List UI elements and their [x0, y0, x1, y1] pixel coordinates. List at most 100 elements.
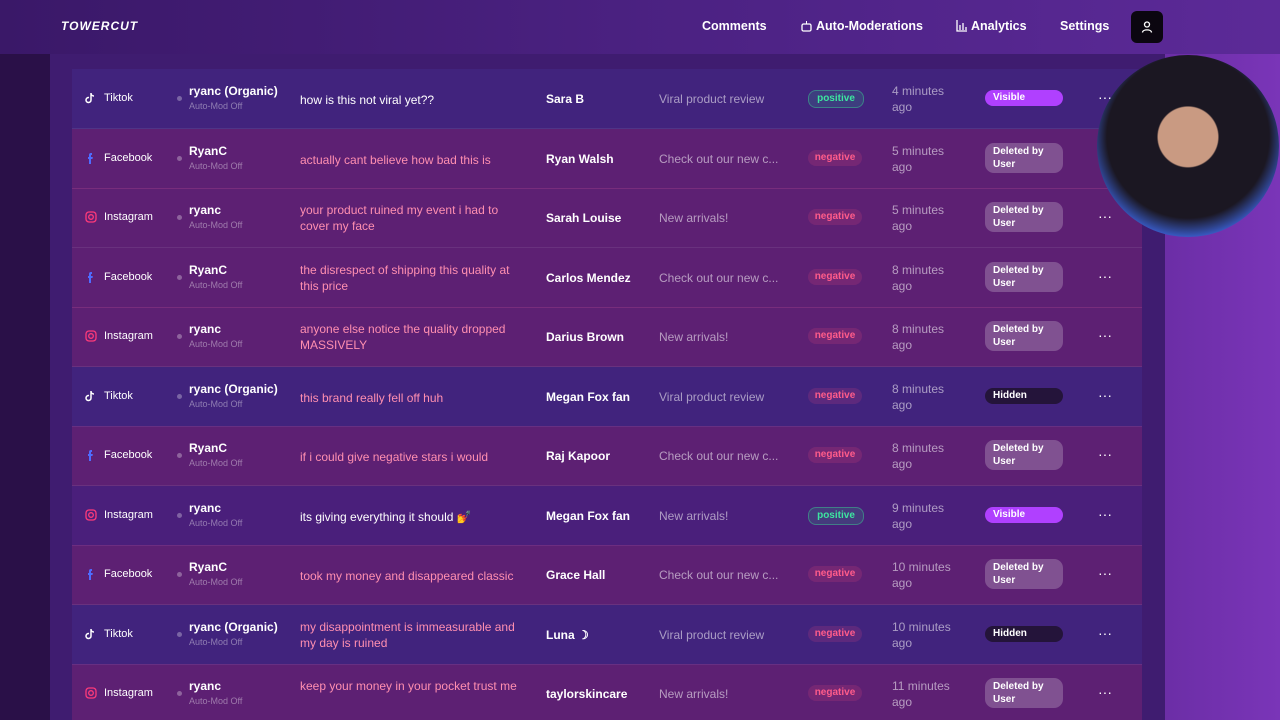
post: New arrivals! — [659, 687, 729, 701]
nav-item[interactable]: Settings — [1060, 19, 1110, 33]
author: Luna ☽ — [546, 627, 589, 642]
comment: keep your money in your pocket trust me — [300, 679, 517, 693]
comment-row[interactable]: Facebook RyanC Auto-Mod Off actually cant b… — [72, 128, 1142, 189]
platform-icon — [88, 271, 93, 283]
more-button[interactable]: ··· — [1098, 267, 1112, 284]
post: New arrivals! — [659, 330, 729, 344]
comment-row[interactable]: Instagram ryanc Auto-Mod Off your product r… — [72, 188, 1142, 248]
panel — [50, 54, 1165, 720]
status-dot — [177, 453, 182, 458]
platform: Instagram — [104, 508, 153, 521]
post: Check out our new c... — [659, 270, 779, 285]
author: Grace Hall — [546, 568, 606, 582]
platform-icon — [85, 687, 97, 699]
post: Viral product review — [659, 92, 765, 106]
automod: Auto-Mod Off — [189, 101, 243, 111]
more-button[interactable]: ··· — [1098, 208, 1112, 224]
comment-row[interactable]: Instagram ryanc Auto-Mod Off anyone else no… — [72, 307, 1142, 367]
comment: this brand really fell off huh — [300, 390, 444, 405]
comment-row[interactable]: Tiktok ryanc (Organic) Auto-Mod Off how is … — [72, 69, 1142, 129]
platform: Facebook — [104, 449, 153, 461]
time: 5 minutes ago — [892, 203, 945, 233]
top-nav: TOWERCUT Comments Auto-Moderations Analy… — [0, 0, 1280, 54]
more-button[interactable]: ··· — [1098, 505, 1112, 522]
webcam-overlay — [1097, 55, 1279, 237]
platform-icon — [88, 569, 93, 580]
status-dot — [177, 334, 182, 339]
more-button[interactable]: ··· — [1098, 386, 1112, 403]
comment-row[interactable]: Instagram ryanc Auto-Mod Off keep your mone… — [72, 664, 1142, 720]
platform: Facebook — [104, 568, 153, 580]
author: Megan Fox fan — [546, 389, 631, 404]
sentiment-pill: negative — [808, 447, 862, 463]
nav-item[interactable]: Auto-Moderations — [816, 19, 923, 33]
time: 9 minutes ago — [892, 500, 945, 531]
comment-row[interactable]: Tiktok ryanc (Organic) Auto-Mod Off my disa… — [72, 604, 1142, 665]
sentiment-pill: negative — [808, 625, 862, 642]
time: 8 minutes ago — [892, 322, 945, 352]
comment: actually cant believe how bad this is — [300, 152, 491, 167]
comment-row[interactable]: Facebook RyanC Auto-Mod Off took my money a… — [72, 545, 1142, 605]
account: RyanC — [189, 560, 228, 574]
author: Darius Brown — [546, 330, 625, 344]
status-dot — [177, 631, 182, 637]
status-dot — [177, 215, 182, 220]
account: ryanc — [189, 679, 222, 693]
account: RyanC — [189, 441, 228, 455]
platform: Tiktok — [104, 389, 133, 402]
automod: Auto-Mod Off — [189, 279, 243, 290]
logo[interactable]: TOWERCUT — [61, 19, 139, 33]
robot-icon — [801, 21, 812, 32]
automod: Auto-Mod Off — [189, 636, 243, 647]
more-button[interactable]: ··· — [1098, 624, 1112, 641]
platform: Instagram — [104, 687, 153, 699]
post: Check out our new c... — [659, 151, 779, 166]
comment-row[interactable]: Facebook RyanC Auto-Mod Off if i could give… — [72, 426, 1142, 486]
time: 8 minutes ago — [892, 262, 945, 293]
platform: Tiktok — [104, 92, 133, 104]
account: RyanC — [189, 262, 228, 277]
more-button[interactable]: ··· — [1098, 565, 1112, 581]
time: 8 minutes ago — [892, 381, 945, 412]
more-button[interactable]: ··· — [1098, 327, 1112, 343]
status-dot — [177, 512, 182, 518]
nav-item[interactable]: Analytics — [971, 19, 1027, 33]
user-button[interactable] — [1131, 11, 1163, 43]
author: Sara B — [546, 92, 585, 106]
sidebar — [0, 54, 50, 720]
account: ryanc — [189, 203, 222, 217]
author: Raj Kapoor — [546, 449, 611, 463]
author: Ryan Walsh — [546, 151, 614, 166]
time: 8 minutes ago — [892, 441, 945, 471]
account: ryanc — [189, 500, 222, 515]
comment: your product ruined my event i had to co… — [300, 203, 499, 233]
status-pill: Deleted by User — [985, 202, 1063, 232]
comment: my disappointment is immeasurable and my… — [300, 619, 515, 650]
post: New arrivals! — [659, 211, 729, 225]
post: Viral product review — [659, 627, 765, 642]
platform-icon — [88, 450, 93, 461]
account: ryanc (Organic) — [189, 84, 278, 98]
sentiment-pill: positive — [808, 90, 864, 108]
author: taylorskincare — [546, 687, 628, 701]
nav-item[interactable]: Comments — [702, 19, 767, 33]
automod: Auto-Mod Off — [189, 517, 243, 528]
post: Check out our new c... — [659, 568, 779, 582]
sentiment-pill: negative — [808, 387, 862, 404]
sentiment-pill: negative — [808, 209, 862, 225]
platform: Facebook — [104, 151, 153, 164]
platform-icon — [88, 152, 93, 164]
post: Check out our new c... — [659, 449, 779, 463]
author: Carlos Mendez — [546, 270, 631, 285]
status-dot — [177, 572, 182, 577]
platform: Instagram — [104, 330, 153, 342]
more-button[interactable]: ··· — [1098, 446, 1112, 462]
comment-row[interactable]: Tiktok ryanc (Organic) Auto-Mod Off this br… — [72, 366, 1142, 427]
time: 10 minutes ago — [892, 619, 951, 650]
status-pill: Deleted by User — [985, 440, 1063, 470]
comment-row[interactable]: Instagram ryanc Auto-Mod Off its giving eve… — [72, 485, 1142, 546]
more-button[interactable]: ··· — [1098, 684, 1112, 700]
time: 11 minutes ago — [892, 679, 950, 709]
comment-row[interactable]: Facebook RyanC Auto-Mod Off the disrespect … — [72, 247, 1142, 308]
